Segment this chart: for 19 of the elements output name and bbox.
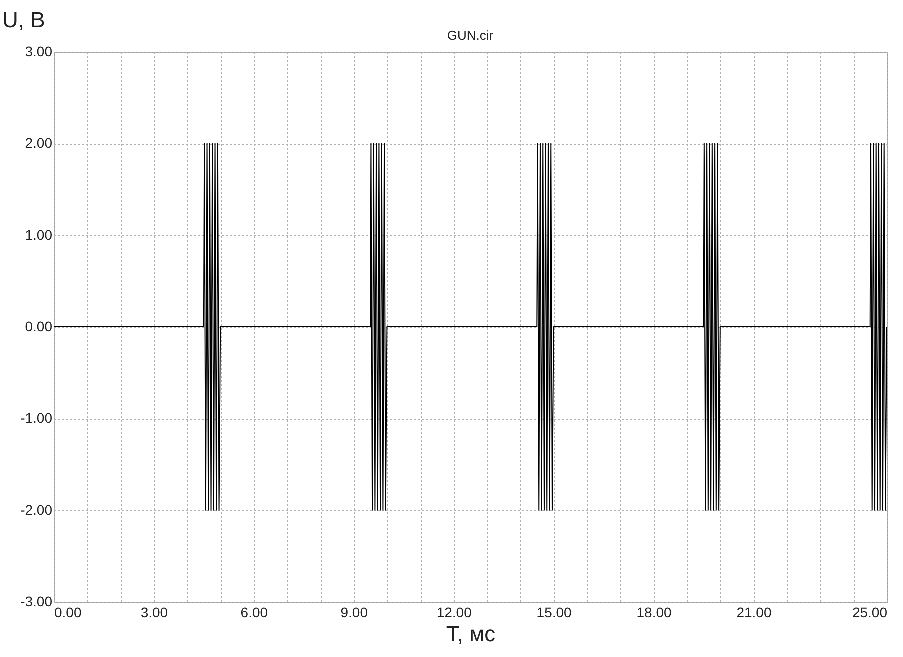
y-tick-label: 1.00	[25, 226, 53, 243]
chart-title: GUN.cir	[447, 28, 494, 43]
x-tick-label: 12.00	[436, 604, 472, 620]
x-axis-title: T, мс	[446, 622, 496, 646]
y-tick-label: -1.00	[20, 410, 53, 426]
x-tick-label: 15.00	[536, 604, 572, 620]
x-tick-label: 9.00	[340, 604, 368, 620]
y-axis-title: U, B	[2, 8, 46, 32]
x-tick-label: 21.00	[736, 604, 772, 620]
y-tick-label: -2.00	[20, 502, 53, 518]
x-tick-label: 3.00	[140, 604, 168, 620]
x-tick-label: 18.00	[636, 604, 672, 620]
x-tick-label: 25.00	[852, 604, 888, 620]
y-tick-label: 0.00	[25, 318, 53, 334]
y-tick-label: 2.00	[25, 135, 53, 152]
x-tick-label: 6.00	[240, 604, 268, 620]
x-tick-label: 0.00	[54, 604, 82, 620]
y-tick-label: -3.00	[20, 594, 53, 610]
y-tick-label: 3.00	[25, 44, 53, 60]
